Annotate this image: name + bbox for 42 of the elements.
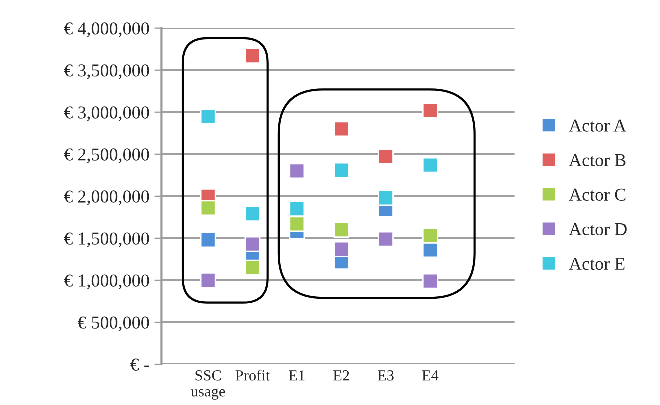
legend-label: Actor A [569, 120, 627, 132]
x-tick-label: E2 [334, 370, 350, 381]
y-tick-label: € 1,000,000 [64, 274, 150, 290]
point [289, 163, 306, 180]
point [200, 108, 216, 125]
point [422, 157, 438, 174]
point [244, 206, 261, 222]
y-tick-label: € 2,000,000 [64, 190, 150, 206]
point [334, 222, 350, 238]
point [422, 273, 438, 290]
x-tick-label: SSC usage [191, 370, 226, 400]
x-tick-label: E1 [289, 370, 305, 381]
point [334, 121, 350, 138]
y-tick-label: € 4,000,000 [64, 22, 150, 38]
point [378, 190, 394, 206]
point [334, 241, 350, 258]
legend-label: Actor E [569, 258, 625, 270]
legend-label: Actor D [569, 223, 627, 236]
y-tick-label: € - [130, 358, 150, 371]
y-tick-label: € 3,000,000 [64, 106, 150, 122]
y-tick-label: € 2,500,000 [64, 148, 150, 164]
point [378, 148, 394, 165]
point [334, 162, 350, 178]
point [200, 200, 216, 216]
point [200, 272, 216, 288]
point [244, 48, 261, 64]
x-tick-label: Profit [236, 370, 270, 381]
legend-label: Actor C [569, 188, 626, 201]
point [378, 231, 394, 248]
point [200, 232, 216, 248]
y-tick-label: € 500,000 [78, 316, 150, 332]
point [244, 236, 261, 252]
y-tick-label: € 3,500,000 [64, 64, 150, 80]
legend-label: Actor B [569, 154, 626, 166]
y-tick-label: € 1,500,000 [64, 232, 150, 248]
point [422, 228, 438, 244]
point [244, 260, 261, 276]
point [289, 201, 306, 218]
x-tick-label: E4 [422, 370, 439, 381]
point [289, 216, 306, 232]
point [422, 102, 438, 119]
x-tick-label: E3 [378, 370, 394, 381]
